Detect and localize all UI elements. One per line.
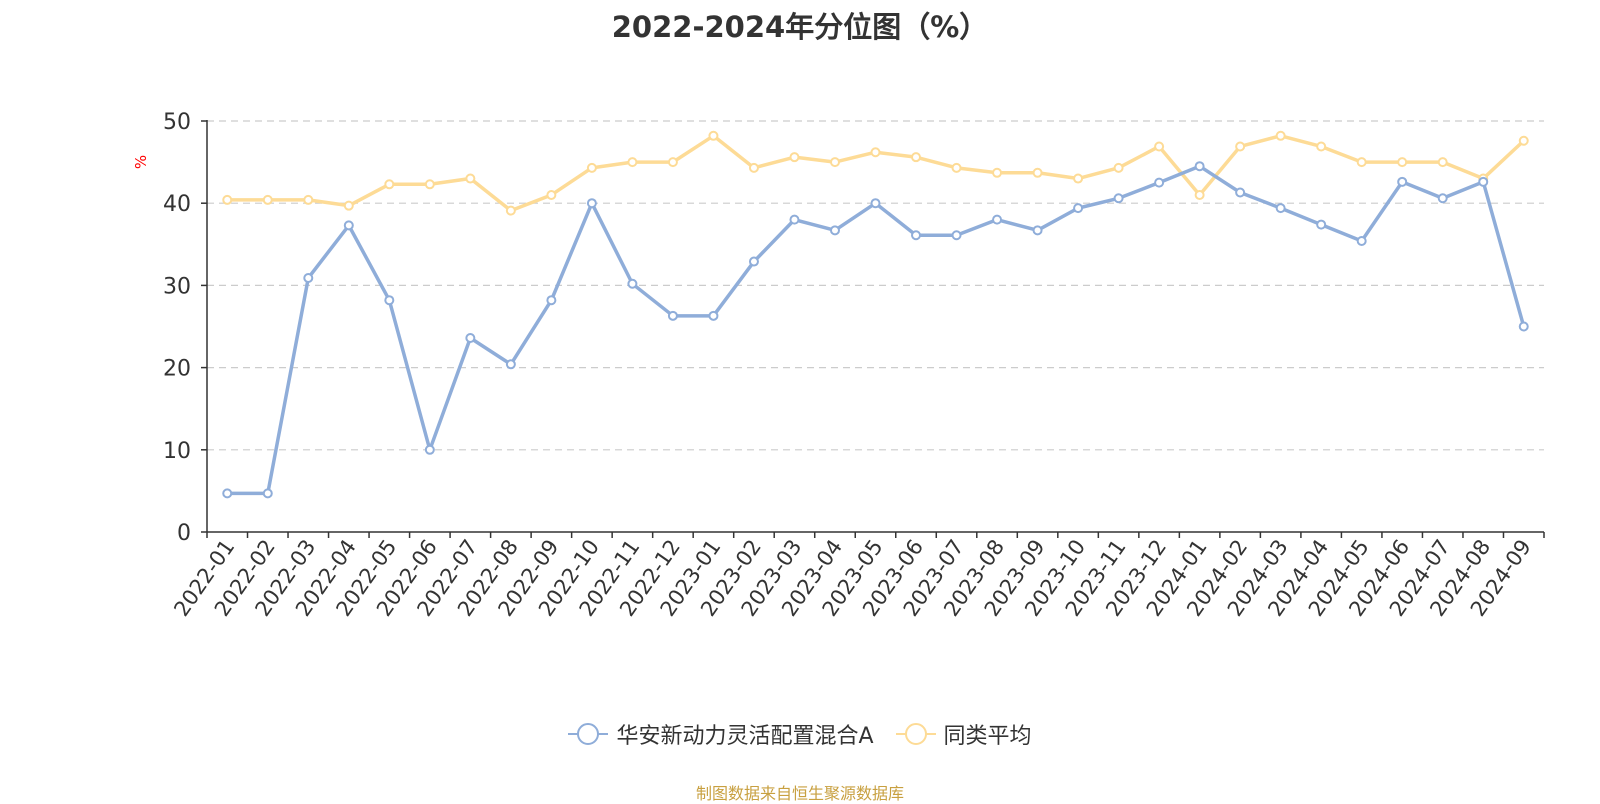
data-point-b bbox=[1356, 157, 1367, 168]
data-point-a bbox=[465, 333, 476, 344]
data-point-b bbox=[546, 189, 557, 200]
y-tick-label: 30 bbox=[163, 274, 191, 299]
legend: 华安新动力灵活配置混合A 同类平均 bbox=[0, 718, 1600, 750]
data-point-a bbox=[1032, 225, 1043, 236]
y-tick-label: 40 bbox=[163, 192, 191, 217]
legend-label-series-a: 华安新动力灵活配置混合A bbox=[616, 724, 874, 749]
data-point-b bbox=[1397, 157, 1408, 168]
data-point-b bbox=[384, 179, 395, 190]
data-point-a bbox=[546, 295, 557, 306]
data-point-a bbox=[424, 444, 435, 455]
data-point-a bbox=[1275, 203, 1286, 214]
data-point-a bbox=[992, 214, 1003, 225]
y-tick-label: 20 bbox=[163, 357, 191, 382]
data-point-b bbox=[667, 157, 678, 168]
data-point-b bbox=[789, 152, 800, 163]
data-point-a bbox=[1113, 193, 1124, 204]
y-tick-label: 50 bbox=[163, 110, 191, 135]
y-tick-label: 0 bbox=[177, 521, 191, 546]
data-point-b bbox=[262, 194, 273, 205]
data-point-a bbox=[1316, 219, 1327, 230]
data-point-b bbox=[627, 157, 638, 168]
data-point-a bbox=[1478, 176, 1489, 187]
data-point-b bbox=[708, 130, 719, 141]
data-point-a bbox=[627, 278, 638, 289]
y-tick-label: 10 bbox=[163, 439, 191, 464]
data-point-a bbox=[222, 488, 233, 499]
source-note: 制图数据来自恒生聚源数据库 bbox=[695, 784, 904, 803]
data-point-a bbox=[343, 220, 354, 231]
data-point-a bbox=[1518, 321, 1529, 332]
data-point-a bbox=[1154, 177, 1165, 188]
data-point-b bbox=[992, 167, 1003, 178]
data-point-a bbox=[1235, 187, 1246, 198]
data-point-a bbox=[384, 295, 395, 306]
data-point-a bbox=[870, 198, 881, 209]
data-point-a bbox=[262, 488, 273, 499]
data-point-a bbox=[1073, 203, 1084, 214]
data-point-a bbox=[1437, 193, 1448, 204]
line-marker-icon bbox=[895, 723, 936, 745]
data-point-a bbox=[303, 273, 314, 284]
data-point-b bbox=[1235, 141, 1246, 152]
data-point-a bbox=[1397, 176, 1408, 187]
legend-item-series-b[interactable]: 同类平均 bbox=[895, 718, 1032, 750]
legend-item-series-a[interactable]: 华安新动力灵活配置混合A bbox=[568, 718, 874, 750]
data-point-b bbox=[424, 179, 435, 190]
data-point-b bbox=[1518, 135, 1529, 146]
legend-label-series-b: 同类平均 bbox=[943, 724, 1032, 749]
data-point-b bbox=[343, 200, 354, 211]
chart-title: 2022-2024年分位图（%） bbox=[611, 10, 989, 44]
data-point-b bbox=[1154, 141, 1165, 152]
series-line-a bbox=[227, 164, 1526, 496]
data-point-a bbox=[789, 214, 800, 225]
data-point-b bbox=[505, 205, 516, 216]
data-point-b bbox=[951, 162, 962, 173]
data-point-b bbox=[222, 194, 233, 205]
data-point-b bbox=[870, 147, 881, 158]
data-point-a bbox=[505, 359, 516, 370]
data-point-b bbox=[1113, 162, 1124, 173]
line-marker-icon bbox=[568, 723, 609, 745]
data-point-b bbox=[586, 162, 597, 173]
data-point-a bbox=[911, 230, 922, 241]
data-point-b bbox=[1073, 173, 1084, 184]
data-point-b bbox=[1275, 130, 1286, 141]
data-point-b bbox=[1437, 157, 1448, 168]
data-point-a bbox=[1356, 236, 1367, 247]
data-point-b bbox=[1194, 189, 1205, 200]
data-point-a bbox=[748, 256, 759, 267]
data-point-b bbox=[748, 162, 759, 173]
data-point-b bbox=[1032, 167, 1043, 178]
data-point-a bbox=[667, 310, 678, 321]
data-point-b bbox=[829, 157, 840, 168]
data-point-a bbox=[708, 310, 719, 321]
data-point-a bbox=[951, 230, 962, 241]
data-point-a bbox=[586, 198, 597, 209]
data-point-b bbox=[1316, 141, 1327, 152]
data-point-b bbox=[911, 152, 922, 163]
data-point-a bbox=[1194, 161, 1205, 172]
data-point-b bbox=[303, 194, 314, 205]
data-point-b bbox=[465, 173, 476, 184]
y-axis-label: % bbox=[132, 155, 150, 169]
data-point-a bbox=[829, 225, 840, 236]
